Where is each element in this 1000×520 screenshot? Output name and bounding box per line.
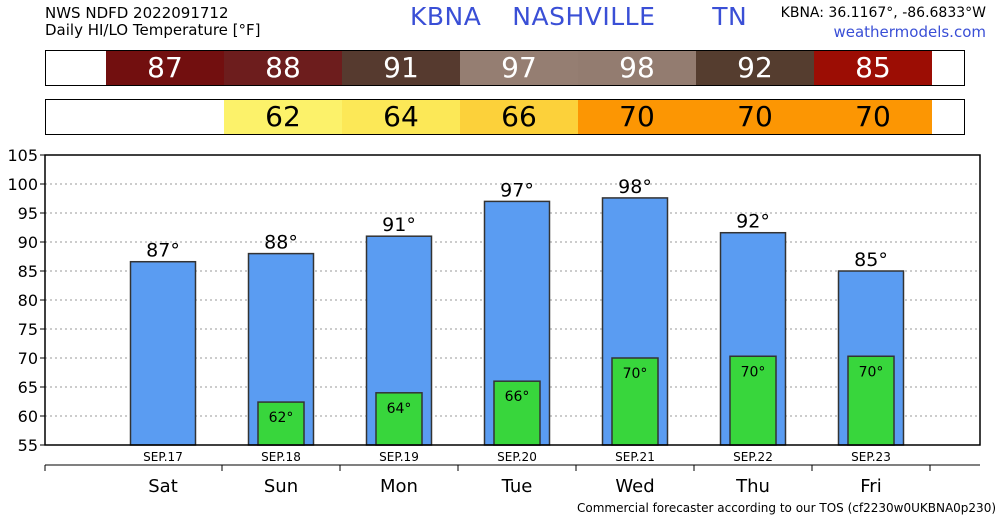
y-tick-label: 75	[18, 320, 38, 339]
lo-temp-bar	[729, 355, 777, 446]
website-link[interactable]: weathermodels.com	[833, 23, 986, 41]
lo-temp-bar	[611, 357, 659, 446]
y-tick-label: 90	[18, 233, 38, 252]
x-tick-label: Wed	[615, 476, 654, 497]
lo-temp-label: 64°	[387, 401, 412, 417]
lo-temp-cell: 70	[696, 100, 814, 134]
x-tick-label: Tue	[501, 476, 533, 497]
lo-temp-cell: 70	[814, 100, 932, 134]
hi-temp-cell: 88	[224, 51, 342, 85]
station-state: TN	[712, 2, 748, 31]
date-label: SEP.20	[497, 450, 537, 464]
lo-temp-bar	[257, 401, 305, 446]
lo-temp-label: 70°	[741, 364, 766, 380]
x-tick-label: Fri	[860, 476, 881, 497]
x-tick-label: Sat	[148, 476, 178, 497]
lo-temp-cell	[106, 100, 224, 134]
lo-temp-cell: 64	[342, 100, 460, 134]
lo-temp-bar	[493, 380, 541, 446]
station-id: KBNA	[410, 2, 482, 31]
y-tick-label: 60	[18, 407, 38, 426]
date-label: SEP.22	[733, 450, 773, 464]
lo-temp-cell: 62	[224, 100, 342, 134]
station-coords: KBNA: 36.1167°, -86.6833°W	[780, 5, 986, 21]
lo-temp-label: 66°	[505, 389, 530, 405]
lo-temp-label: 70°	[859, 364, 884, 380]
y-tick-label: 70	[18, 349, 38, 368]
lo-temp-bar	[375, 392, 423, 446]
lo-temp-cell: 70	[578, 100, 696, 134]
footer-note: Commercial forecaster according to our T…	[577, 501, 997, 515]
hi-temp-cell: 85	[814, 51, 932, 85]
hi-temp-label: 97°	[500, 179, 534, 201]
lo-temp-label: 70°	[623, 366, 648, 382]
hi-temp-cell: 91	[342, 51, 460, 85]
x-tick-label: Mon	[380, 476, 418, 497]
y-tick-label: 65	[18, 378, 38, 397]
hi-temp-label: 92°	[736, 211, 770, 233]
lo-temp-label: 62°	[269, 410, 294, 426]
date-label: SEP.18	[261, 450, 301, 464]
hi-temp-strip: 87 88 91 97 98 92 85	[45, 50, 965, 86]
station-title: KBNA NASHVILLE TN	[410, 2, 748, 31]
y-tick-label: 85	[18, 262, 38, 281]
hi-temp-label: 91°	[382, 214, 416, 236]
chart-header-left: NWS NDFD 2022091712 Daily HI/LO Temperat…	[45, 5, 261, 39]
plot-frame	[44, 154, 981, 446]
hi-temp-cell: 87	[106, 51, 224, 85]
y-tick-label: 80	[18, 291, 38, 310]
date-label: SEP.17	[143, 450, 183, 464]
hi-temp-label: 98°	[618, 176, 652, 198]
hi-temp-label: 88°	[264, 232, 298, 254]
product-label: Daily HI/LO Temperature [°F]	[45, 21, 261, 39]
date-label: SEP.23	[851, 450, 891, 464]
hi-temp-cell: 98	[578, 51, 696, 85]
hi-temp-cell: 92	[696, 51, 814, 85]
hi-temp-bar	[129, 260, 197, 446]
x-tick-label: Thu	[735, 476, 770, 497]
date-label: SEP.21	[615, 450, 655, 464]
y-tick-label: 55	[18, 436, 38, 455]
hi-temp-label: 87°	[146, 240, 180, 262]
station-city: NASHVILLE	[512, 2, 656, 31]
y-tick-label: 105	[7, 146, 38, 165]
hi-temp-cell: 97	[460, 51, 578, 85]
x-tick-label: Sun	[264, 476, 298, 497]
model-run-label: NWS NDFD 2022091712	[45, 4, 229, 22]
hi-temp-label: 85°	[854, 249, 888, 271]
lo-temp-cell: 66	[460, 100, 578, 134]
y-tick-label: 100	[7, 175, 38, 194]
lo-temp-strip: 62 64 66 70 70 70	[45, 99, 965, 135]
date-label: SEP.19	[379, 450, 419, 464]
temperature-chart: 55 60 65 70 75 80 85 90 95 100 105 87° 88° 62° 91° 64° 9…	[7, 146, 981, 497]
chart-header-right: KBNA: 36.1167°, -86.6833°W weathermodels…	[781, 5, 986, 41]
y-tick-label: 95	[18, 204, 38, 223]
